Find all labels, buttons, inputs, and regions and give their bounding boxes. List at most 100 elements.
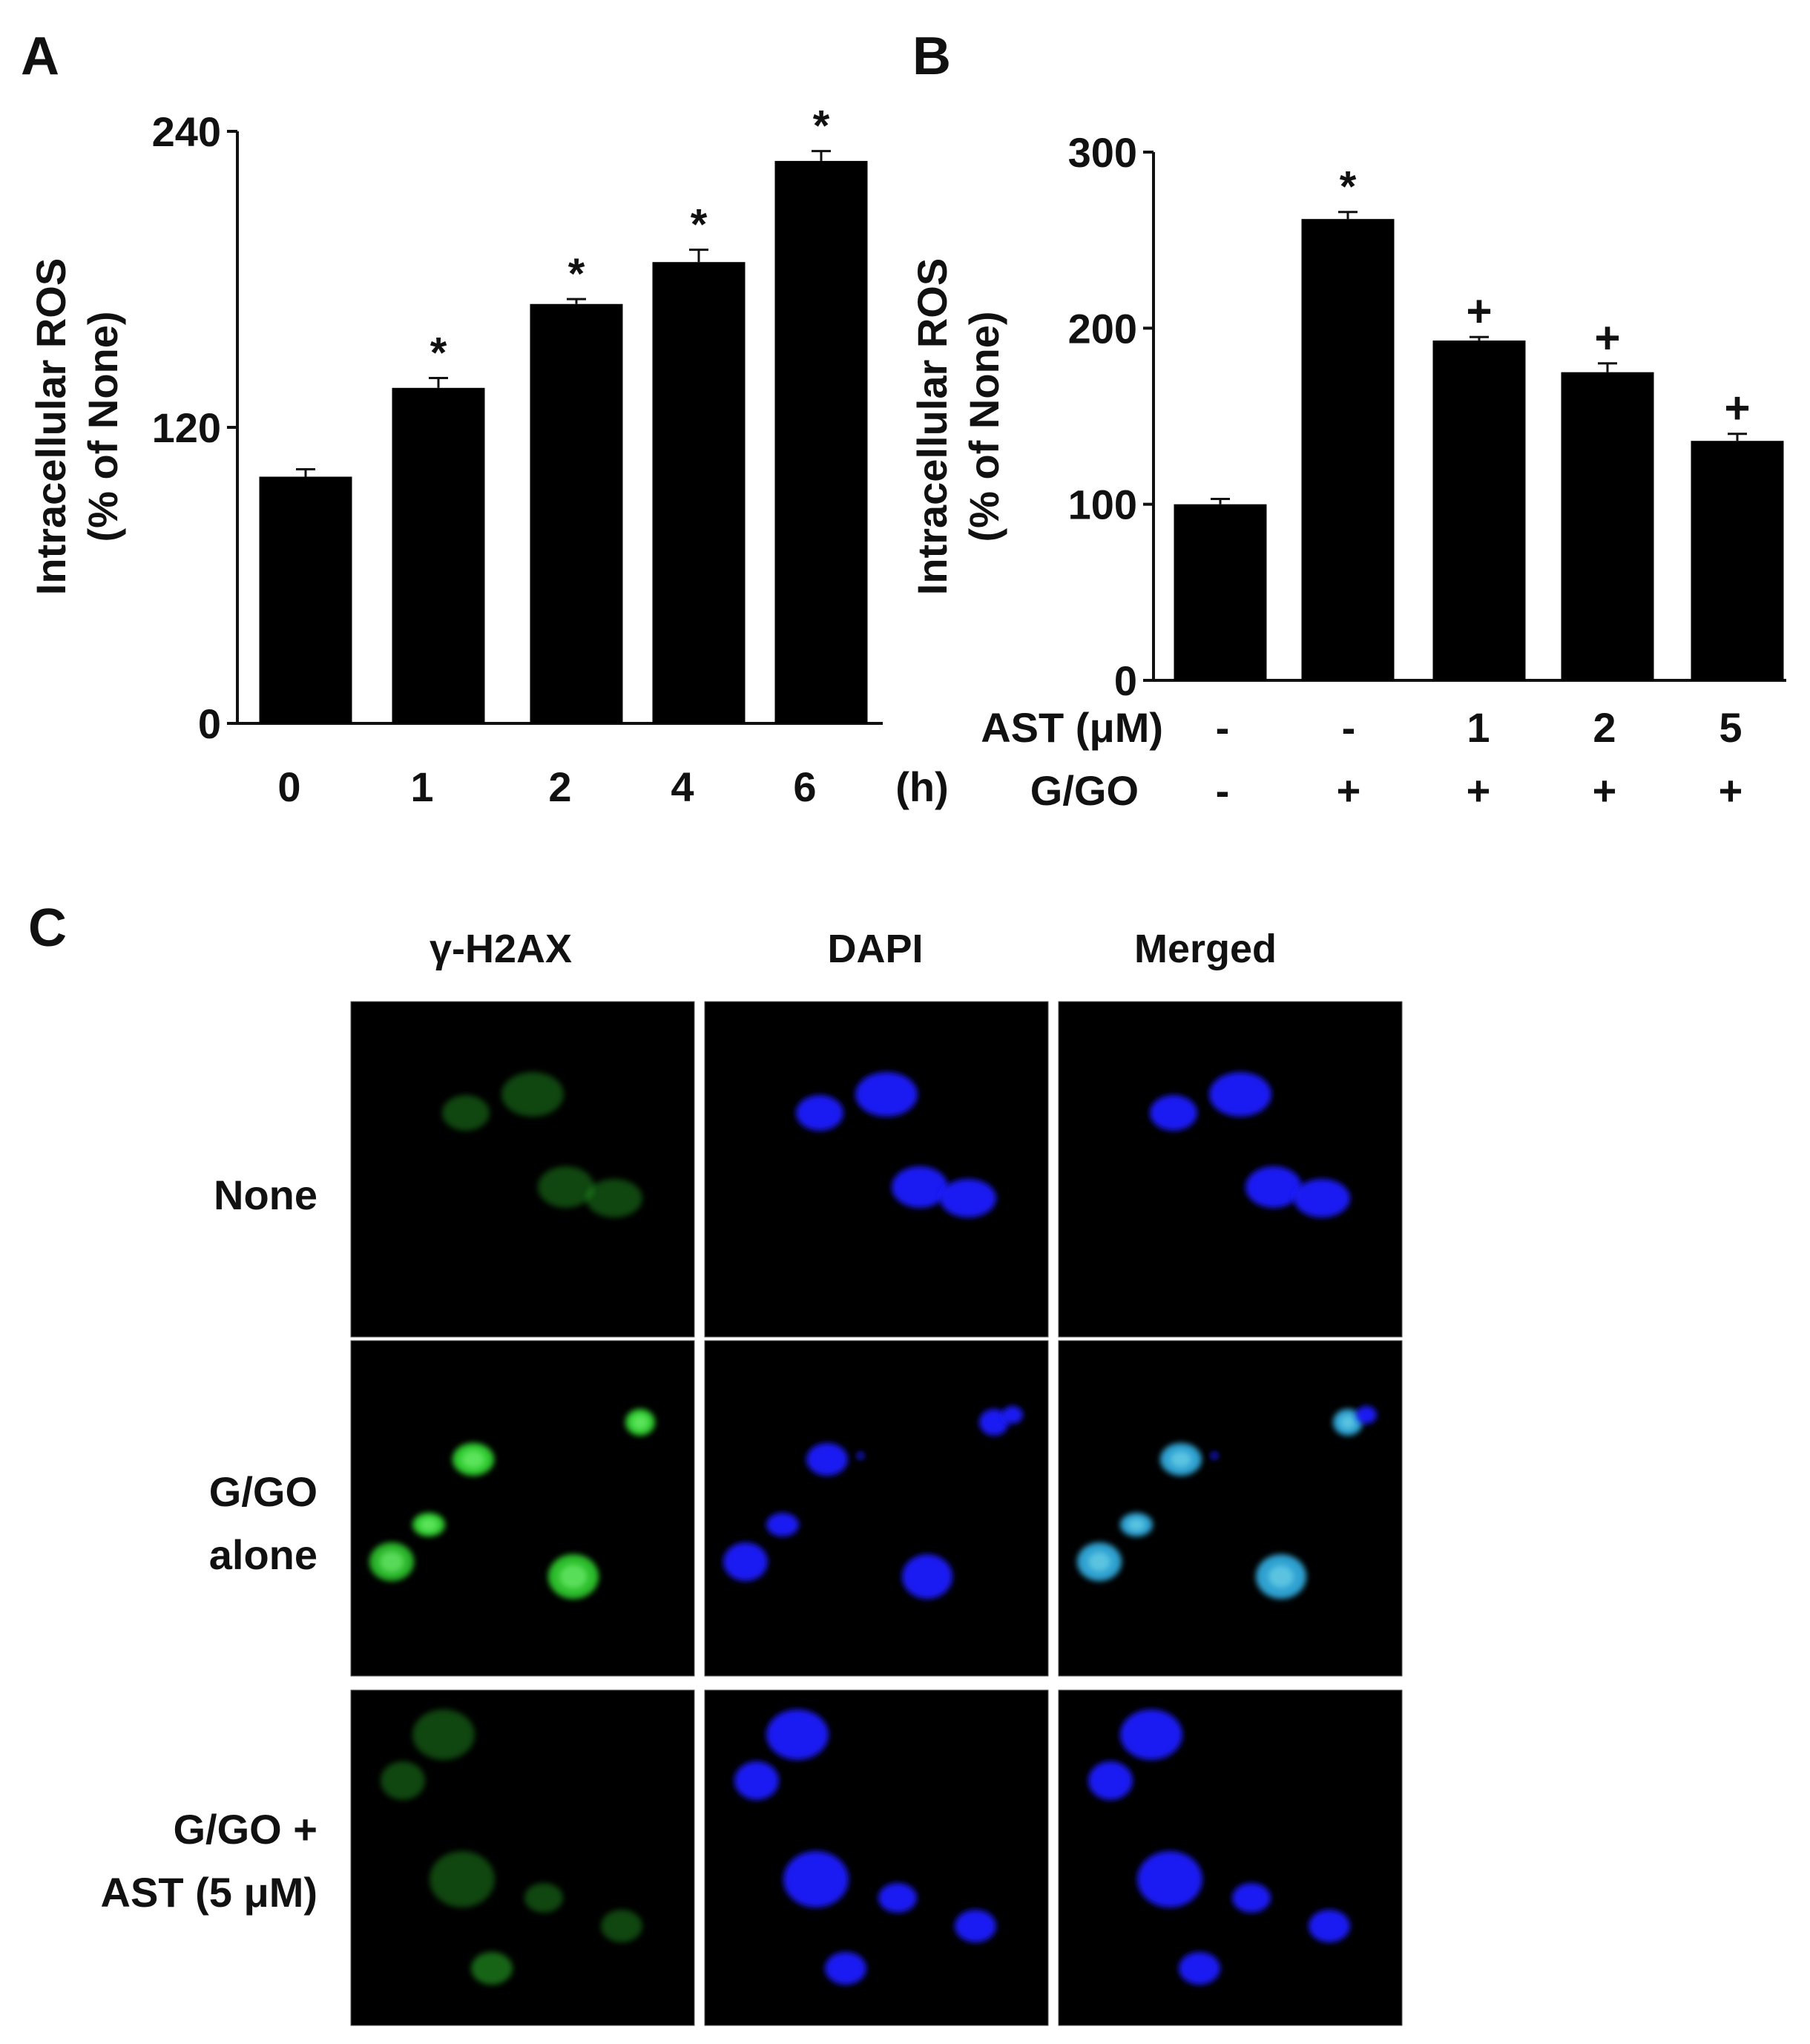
dapi-nucleus (825, 1952, 866, 1985)
chart-b-condition-ast: - (1216, 704, 1230, 751)
chart-a-ylabel-line2: (% of None) (79, 311, 126, 542)
chart-a-ylabel-line1: Intracellular ROS (27, 258, 74, 595)
merged-nucleus (1137, 1851, 1202, 1907)
h2ax-nucleus (412, 1709, 475, 1760)
panel-letter-b: B (912, 27, 951, 86)
chart-a-bar (392, 387, 485, 723)
chart-b-bar (1174, 504, 1267, 680)
panel-c-row-labels: None G/GO alone G/GO + AST (5 μM) (101, 1171, 317, 1916)
h2ax-nucleus (524, 1883, 563, 1913)
chart-b-bar (1432, 340, 1526, 680)
chart-b-condition-ast: 1 (1467, 704, 1490, 751)
chart-b-condition-ggo: + (1337, 767, 1361, 814)
merged-nucleus (1309, 1910, 1350, 1942)
chart-b-ytick-label: 300 (1068, 129, 1137, 176)
dapi-nucleus (979, 1409, 1009, 1436)
column-header-h2ax: γ-H2AX (430, 927, 572, 971)
dapi-nucleus (878, 1883, 917, 1913)
merged-nucleus (1120, 1709, 1182, 1760)
h2ax-nucleus-core (559, 1564, 588, 1589)
dapi-nucleus (783, 1851, 849, 1907)
dapi-nucleus (1002, 1406, 1023, 1424)
merged-nucleus (1356, 1406, 1377, 1424)
chart-a-ytick-label: 0 (198, 700, 221, 747)
dapi-nucleus (902, 1554, 952, 1599)
merged-nucleus-core (1171, 1451, 1191, 1468)
chart-a: Intracellular ROS (% of None) (h) 012024… (27, 102, 949, 810)
merged-nucleus (1179, 1952, 1220, 1985)
row-label-ggo-ast-line1: G/GO + (174, 1806, 318, 1853)
chart-b-row-label-ggo: G/GO (1030, 767, 1139, 814)
micrograph-r2-merged (1058, 1340, 1403, 1677)
chart-a-bar (259, 476, 352, 723)
merged-nucleus (1150, 1095, 1197, 1131)
h2ax-nucleus-core (632, 1415, 648, 1430)
chart-a-significance-mark: * (813, 102, 830, 151)
micrograph-r2-h2ax (350, 1340, 695, 1677)
chart-b-bar (1691, 441, 1784, 680)
chart-b-significance-mark: + (1724, 384, 1750, 433)
chart-a-significance-mark: * (691, 201, 708, 249)
chart-a-significance-mark: * (568, 250, 585, 298)
chart-b-ytick-label: 200 (1068, 305, 1137, 352)
micrograph-r1-h2ax (350, 1001, 695, 1338)
chart-b-bar (1301, 219, 1395, 681)
micrograph-r3-h2ax (350, 1689, 695, 2026)
h2ax-nucleus (601, 1910, 642, 1942)
h2ax-nucleus (471, 1952, 513, 1985)
merged-nucleus (1211, 1452, 1218, 1459)
dapi-nucleus (892, 1166, 948, 1208)
microscopy-grid (350, 1001, 1403, 2026)
chart-b-ytick-label: 100 (1068, 482, 1137, 528)
row-label-ggo-alone-line1: G/GO (209, 1468, 317, 1515)
micrograph-r3-dapi (704, 1689, 1049, 2026)
chart-a-bar (530, 303, 623, 723)
chart-a-xtick-label: 2 (548, 763, 571, 810)
dapi-nucleus (766, 1709, 829, 1760)
chart-a-ytick-label: 240 (152, 108, 221, 155)
chart-b: Intracellular ROS (% of None) AST (μM) G… (909, 129, 1786, 814)
h2ax-nucleus (442, 1095, 490, 1131)
dapi-nucleus (766, 1513, 799, 1537)
chart-a-xtick-label: 0 (277, 763, 300, 810)
dapi-nucleus (855, 1072, 918, 1117)
chart-a-xtick-label: 6 (793, 763, 816, 810)
micrograph-r3-merged (1058, 1689, 1403, 2026)
column-header-dapi: DAPI (827, 927, 923, 971)
merged-nucleus (1294, 1179, 1350, 1217)
chart-a-bar (652, 262, 746, 724)
chart-b-condition-ggo: + (1467, 767, 1491, 814)
row-label-none: None (214, 1171, 317, 1218)
h2ax-nucleus (586, 1179, 642, 1217)
merged-nucleus (1088, 1761, 1133, 1800)
chart-b-condition-ggo: + (1719, 767, 1743, 814)
chart-b-significance-mark: * (1340, 163, 1357, 211)
micrograph-r1-merged (1058, 1001, 1403, 1338)
h2ax-nucleus (501, 1072, 564, 1117)
h2ax-nucleus (538, 1166, 594, 1208)
panel-letter-a: A (21, 27, 59, 86)
chart-a-bar (774, 160, 868, 723)
h2ax-nucleus-core (461, 1450, 485, 1469)
chart-a-x-unit: (h) (895, 763, 949, 810)
chart-b-condition-ggo: + (1593, 767, 1617, 814)
row-label-ggo-alone-line2: alone (209, 1531, 317, 1578)
panel-c-headers: γ-H2AX DAPI Merged (430, 927, 1277, 971)
dapi-nucleus (955, 1910, 996, 1942)
merged-nucleus (1245, 1166, 1302, 1208)
h2ax-nucleus-core (419, 1518, 438, 1531)
chart-b-condition-ast: 2 (1593, 704, 1616, 751)
dapi-nucleus (940, 1179, 996, 1217)
h2ax-nucleus (381, 1761, 425, 1800)
micrograph-r1-dapi (704, 1001, 1049, 1338)
chart-b-condition-ggo: - (1216, 767, 1230, 814)
chart-b-ylabel-line1: Intracellular ROS (909, 258, 955, 595)
chart-b-row-label-ast: AST (μM) (981, 704, 1163, 751)
dapi-nucleus (857, 1452, 864, 1459)
dapi-nucleus (806, 1443, 848, 1476)
merged-nucleus (1232, 1883, 1271, 1913)
chart-b-ytick-label: 0 (1114, 657, 1137, 704)
merged-nucleus-core (1128, 1519, 1145, 1531)
merged-nucleus-core (1268, 1565, 1294, 1588)
panel-letter-c: C (28, 898, 67, 958)
